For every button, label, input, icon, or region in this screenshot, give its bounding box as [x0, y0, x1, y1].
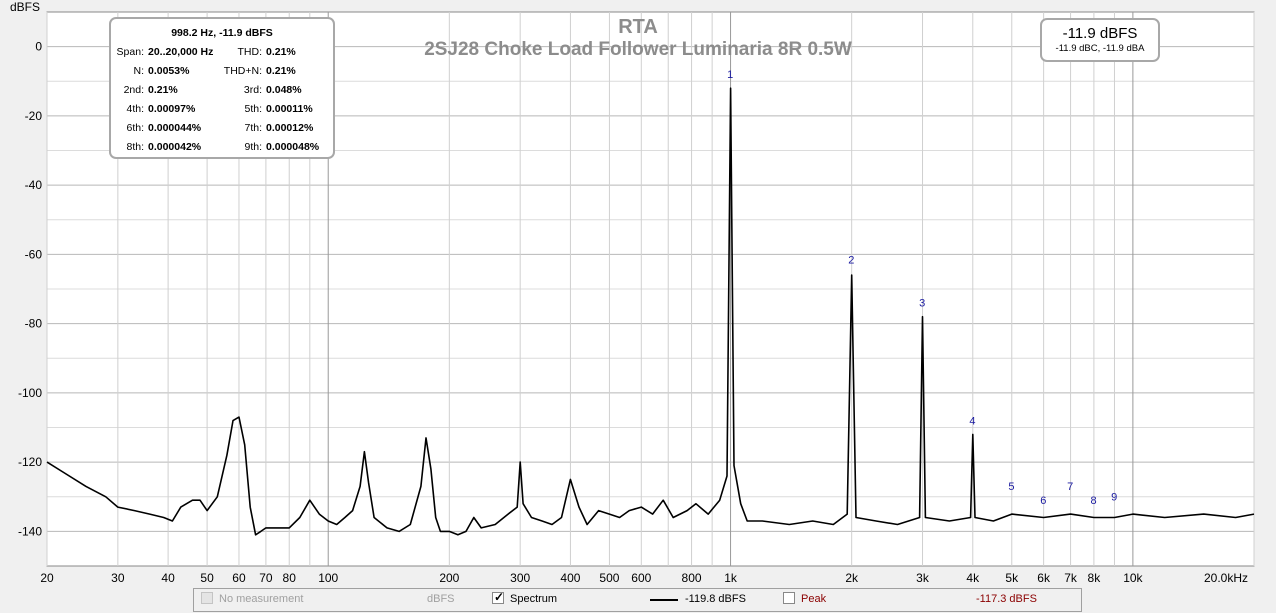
stats-label: 6th:	[126, 122, 144, 134]
x-tick-label: 1k	[724, 571, 738, 585]
stats-value: 0.00097%	[148, 103, 196, 115]
harmonic-label: 2	[848, 254, 854, 266]
x-tick-label: 80	[283, 571, 297, 585]
stats-label: 2nd:	[123, 84, 144, 96]
x-tick-label: 10k	[1123, 571, 1143, 585]
stats-label: 7th:	[244, 122, 262, 134]
level-main: -11.9 dBFS	[1062, 25, 1138, 42]
stats-label: 9th:	[244, 141, 262, 153]
y-tick-label: -40	[25, 178, 43, 192]
x-tick-label: 20.0kHz	[1204, 571, 1248, 585]
x-tick-label: 200	[439, 571, 459, 585]
distortion-stats-box: 998.2 Hz, -11.9 dBFS Span: 20..20,000 Hz T…	[109, 17, 335, 159]
stats-value: 0.00011%	[266, 103, 313, 115]
stats-value: 20..20,000 Hz	[148, 46, 214, 58]
stats-value: 0.000044%	[148, 122, 202, 134]
y-tick-label: 0	[35, 40, 42, 54]
peak-label: Peak	[801, 593, 827, 605]
stats-label: Span:	[116, 46, 144, 58]
x-tick-labels: 20 30 40 50 60 70 80 100 200 300 400 500 600 800 1k 2k 3…	[40, 571, 1248, 585]
level-sub: -11.9 dBC, -11.9 dBA	[1055, 43, 1145, 54]
x-tick-label: 20	[40, 571, 54, 585]
y-tick-label: -100	[18, 386, 42, 400]
y-tick-labels: 0 -20 -40 -60 -80 -100 -120 -140	[18, 40, 42, 539]
spectrum-label: Spectrum	[510, 593, 558, 605]
y-axis-label: dBFS	[10, 0, 40, 14]
legend-bar: No measurement dBFS ✓ Spectrum -119.8 dB…	[193, 588, 1082, 612]
level-readout-box: -11.9 dBFS -11.9 dBC, -11.9 dBA	[1040, 18, 1160, 62]
x-tick-label: 100	[318, 571, 338, 585]
x-tick-label: 5k	[1005, 571, 1019, 585]
harmonic-label: 6	[1040, 495, 1046, 507]
stats-label: 3rd:	[243, 84, 262, 96]
x-tick-label: 3k	[916, 571, 930, 585]
no-measurement-checkbox[interactable]	[201, 592, 213, 604]
x-tick-label: 2k	[845, 571, 859, 585]
x-tick-label: 30	[111, 571, 125, 585]
y-tick-label: -80	[25, 317, 43, 331]
harmonic-label: 4	[969, 415, 975, 427]
x-tick-label: 400	[560, 571, 580, 585]
stats-value: 0.000048%	[266, 141, 320, 153]
x-tick-label: 8k	[1088, 571, 1102, 585]
spectrum-checkbox[interactable]: ✓	[492, 590, 505, 604]
stats-label: THD+N:	[223, 65, 262, 77]
harmonic-label: 8	[1091, 495, 1097, 507]
stats-label: N:	[133, 65, 145, 77]
stats-value: 0.00012%	[266, 122, 314, 134]
x-tick-label: 600	[631, 571, 651, 585]
x-tick-label: 4k	[966, 571, 980, 585]
x-tick-label: 300	[510, 571, 530, 585]
peak-value: -117.3 dBFS	[976, 593, 1037, 605]
y-tick-label: -140	[18, 524, 42, 538]
x-tick-label: 60	[232, 571, 246, 585]
spectrum-swatch	[650, 599, 678, 601]
spectrum-series-line	[46, 87, 1255, 536]
harmonic-label: 5	[1008, 481, 1014, 493]
y-tick-label: -120	[18, 455, 42, 469]
harmonic-label: 9	[1111, 492, 1117, 504]
x-tick-label: 40	[161, 571, 175, 585]
x-tick-label: 70	[259, 571, 273, 585]
stats-label: THD:	[237, 46, 263, 58]
harmonic-label: 3	[919, 298, 925, 310]
stats-label: 8th:	[126, 141, 144, 153]
harmonic-label: 7	[1067, 481, 1073, 493]
x-tick-label: 50	[200, 571, 214, 585]
chart-subtitle: 2SJ28 Choke Load Follower Luminaria 8R 0…	[424, 39, 852, 60]
y-tick-label: -20	[25, 109, 43, 123]
y-tick-label: -60	[25, 247, 43, 261]
stats-value: 0.048%	[266, 84, 302, 96]
stats-header: 998.2 Hz, -11.9 dBFS	[171, 27, 273, 39]
chart-title: RTA	[618, 16, 658, 38]
stats-label: 4th:	[126, 103, 144, 115]
stats-label: 5th:	[244, 103, 262, 115]
checkmark-icon: ✓	[494, 590, 505, 604]
x-tick-label: 800	[682, 571, 702, 585]
stats-value: 0.21%	[266, 65, 296, 77]
stats-value: 0.0053%	[148, 65, 190, 77]
stats-value: 0.21%	[148, 84, 178, 96]
no-measurement-label: No measurement	[219, 593, 304, 605]
stats-value: 0.21%	[266, 46, 296, 58]
spectrum-value: -119.8 dBFS	[685, 593, 746, 605]
peak-checkbox[interactable]	[783, 592, 795, 604]
x-tick-label: 7k	[1064, 571, 1078, 585]
harmonic-label: 1	[727, 69, 733, 81]
series-layer	[46, 87, 1255, 536]
harmonic-markers: 1 2 3 4 5 6 7 8 9	[727, 69, 1117, 507]
x-tick-label: 6k	[1037, 571, 1051, 585]
stats-value: 0.000042%	[148, 141, 202, 153]
x-tick-label: 500	[599, 571, 619, 585]
no-measurement-unit: dBFS	[427, 593, 455, 605]
